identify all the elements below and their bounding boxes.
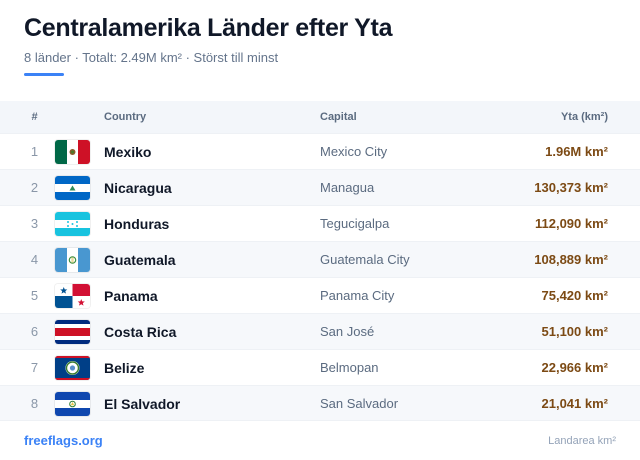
- capital-name: Belmopan: [320, 360, 379, 375]
- honduras-flag-icon: [55, 211, 90, 236]
- row-rank: 2: [30, 180, 39, 195]
- row-rank: 1: [30, 144, 39, 159]
- column-header-rank[interactable]: #: [31, 111, 38, 123]
- countries-table: # Country Capital Yta (km²) 1 Mexiko Mex…: [0, 101, 640, 421]
- capital-name: Tegucigalpa: [320, 216, 390, 231]
- capital-name: Mexico City: [320, 144, 388, 159]
- area-value: 1.96M km²: [545, 144, 608, 159]
- column-header-capital[interactable]: Capital: [320, 111, 357, 123]
- costa-rica-flag-icon: [55, 319, 90, 344]
- table-row[interactable]: 4 Guatemala Guatemala City 108,889 km²: [0, 241, 640, 277]
- page-footer: freeflags.org Landarea km²: [0, 420, 640, 460]
- row-rank: 8: [30, 396, 39, 411]
- area-value: 108,889 km²: [534, 252, 608, 267]
- area-value: 22,966 km²: [541, 360, 609, 375]
- table-row[interactable]: 3 Honduras Tegucigalpa 112,090 km²: [0, 205, 640, 241]
- country-name: Honduras: [104, 215, 170, 232]
- footer-note: Landarea km²: [548, 434, 616, 447]
- capital-name: Guatemala City: [320, 252, 410, 267]
- guatemala-flag-icon: [55, 247, 90, 272]
- area-value: 112,090 km²: [534, 216, 608, 231]
- title-accent-bar: [24, 73, 64, 76]
- capital-name: San José: [320, 324, 375, 339]
- capital-name: Panama City: [320, 288, 395, 303]
- country-name: Panama: [104, 287, 158, 304]
- table-row[interactable]: 8 El Salvador San Salvador 21,041 km²: [0, 385, 640, 421]
- belize-flag-icon: [55, 355, 90, 380]
- table-row[interactable]: 7 Belize Belmopan 22,966 km²: [0, 349, 640, 385]
- brand-link[interactable]: freeflags.org: [24, 433, 103, 448]
- row-rank: 5: [30, 288, 39, 303]
- row-rank: 4: [30, 252, 39, 267]
- column-header-country[interactable]: Country: [104, 111, 147, 123]
- panama-flag-icon: [55, 283, 90, 308]
- table-row[interactable]: 5 Panama Panama City 75,420 km²: [0, 277, 640, 313]
- row-rank: 7: [30, 360, 39, 375]
- area-value: 21,041 km²: [541, 396, 609, 411]
- mexico-flag-icon: [55, 139, 90, 164]
- table-row[interactable]: 2 Nicaragua Managua 130,373 km²: [0, 169, 640, 205]
- country-name: El Salvador: [104, 395, 181, 412]
- table-header: # Country Capital Yta (km²): [0, 101, 640, 133]
- row-rank: 6: [30, 324, 39, 339]
- nicaragua-flag-icon: [55, 175, 90, 200]
- page-title: Centralamerika Länder efter Yta: [24, 14, 393, 42]
- page-header: Centralamerika Länder efter Yta 8 länder…: [24, 12, 616, 76]
- country-name: Nicaragua: [104, 179, 172, 196]
- column-header-area[interactable]: Yta (km²): [560, 111, 608, 123]
- el-salvador-flag-icon: [55, 391, 90, 416]
- country-name: Guatemala: [104, 251, 176, 268]
- capital-name: Managua: [320, 180, 375, 195]
- area-value: 130,373 km²: [534, 180, 608, 195]
- area-value: 75,420 km²: [541, 288, 609, 303]
- page-subtitle: 8 länder · Totalt: 2.49M km² · Störst ti…: [24, 50, 279, 65]
- country-name: Belize: [104, 359, 145, 376]
- country-name: Costa Rica: [104, 323, 177, 340]
- table-row[interactable]: 6 Costa Rica San José 51,100 km²: [0, 313, 640, 349]
- capital-name: San Salvador: [320, 396, 399, 411]
- country-name: Mexiko: [104, 143, 152, 160]
- table-row[interactable]: 1 Mexiko Mexico City 1.96M km²: [0, 133, 640, 169]
- area-value: 51,100 km²: [541, 324, 609, 339]
- row-rank: 3: [30, 216, 39, 231]
